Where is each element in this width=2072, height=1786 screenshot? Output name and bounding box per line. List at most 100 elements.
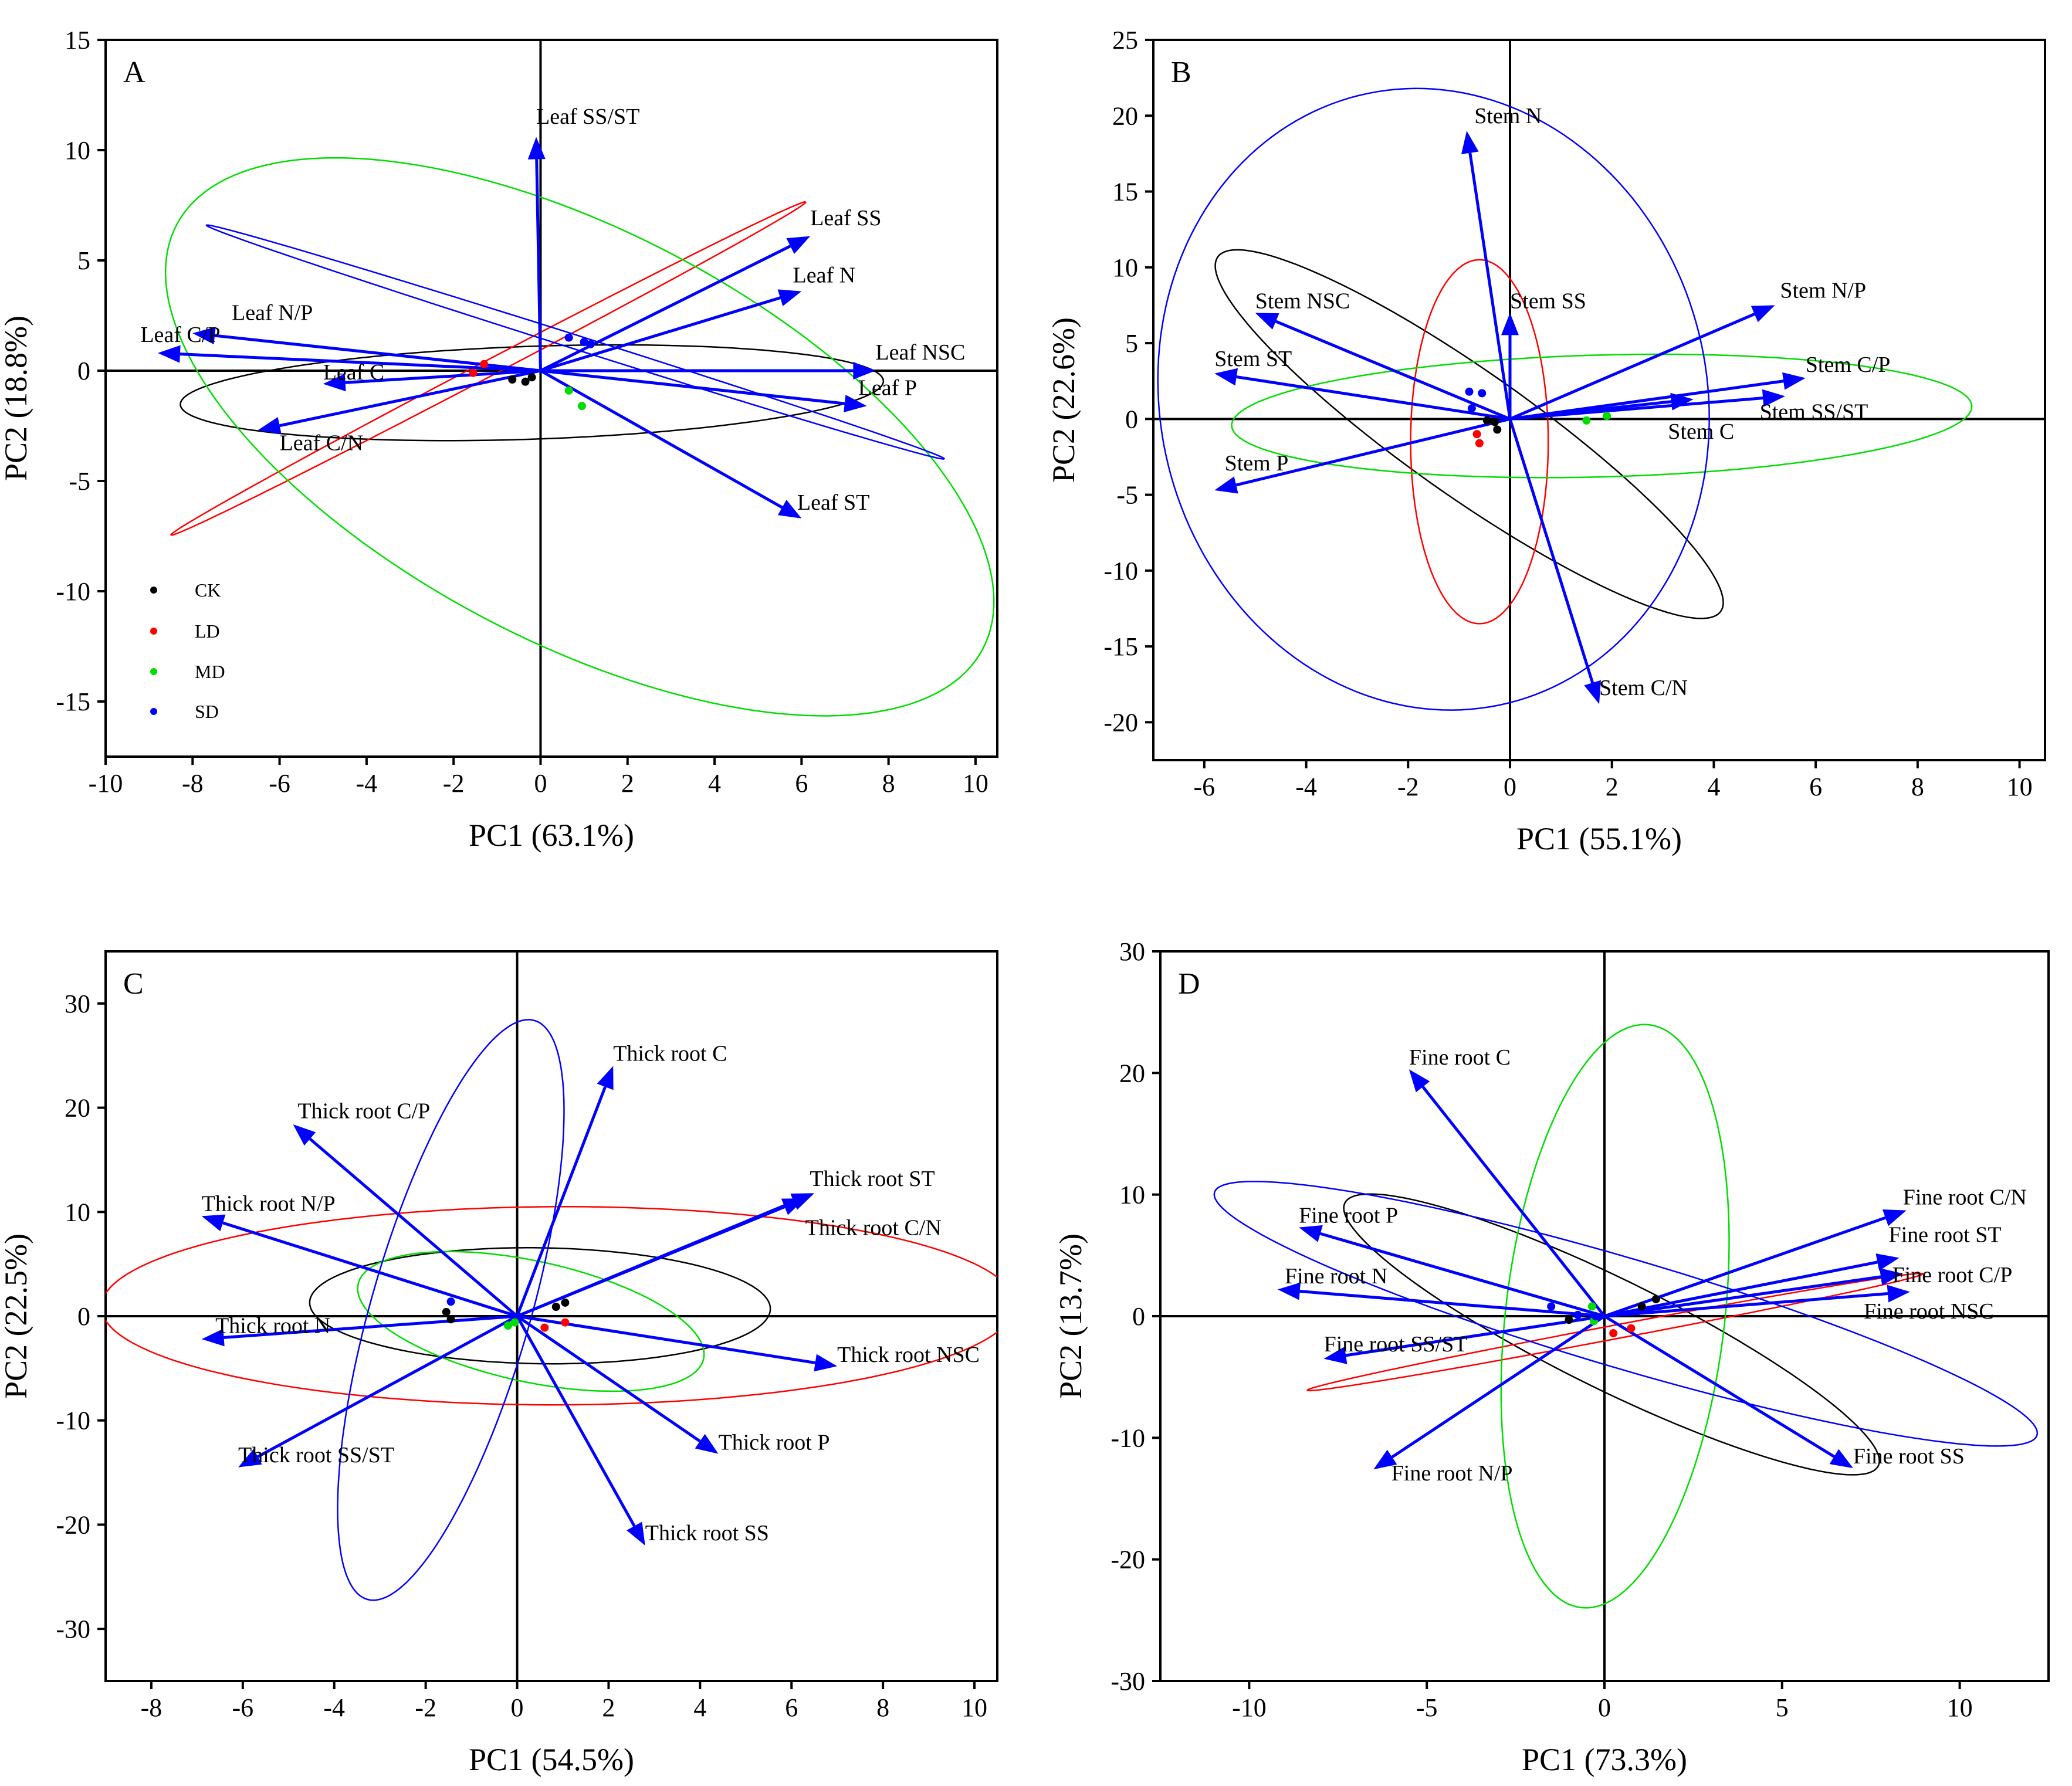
panel-b-plot-area: Stem N Stem SS Stem N/P Stem C/P Stem SS/ST S… bbox=[1153, 40, 2045, 760]
panel-b-arrow-stem-st-head bbox=[1214, 368, 1238, 386]
panel-a-y-tick-label: -5 bbox=[69, 467, 90, 496]
panel-c-y-tick-label: -10 bbox=[56, 1407, 90, 1435]
legend-marker-ld bbox=[150, 628, 157, 635]
panel-d-ellipse-sd bbox=[1213, 1181, 2039, 1447]
panel-c-point-md bbox=[510, 1318, 519, 1327]
panel-b-arrow-stem-st-shaft bbox=[1236, 375, 1511, 421]
panel-d-arrow-fine-root-ss-st-head bbox=[1323, 1347, 1348, 1364]
panel-a-x-tick-label: 10 bbox=[963, 769, 988, 798]
panel-d-arrow-fine-root-c-head bbox=[1409, 1069, 1430, 1093]
panel-a-frame bbox=[104, 39, 998, 758]
panel-c-point-sd bbox=[446, 1297, 455, 1306]
panel-b-x-tick-label: 2 bbox=[1606, 772, 1619, 801]
panel-c-arrow-thick-root-p-head bbox=[695, 1433, 719, 1454]
panel-b-arrow-stem-p-head bbox=[1214, 476, 1238, 494]
panel-c-arrow-thick-root-c-p-shaft bbox=[309, 1137, 519, 1317]
panel-a-point-ld bbox=[469, 368, 478, 377]
panel-c-ellipse-sd bbox=[337, 1019, 565, 1601]
panel-a-point-ck bbox=[508, 375, 517, 384]
panel-d-y-tick-label: 30 bbox=[1119, 937, 1145, 966]
panel-c-label-thick-root-p: Thick root P bbox=[719, 1430, 830, 1455]
panel-d-x-tick-label: 10 bbox=[1947, 1693, 1973, 1722]
panel-d-y-tick-label: -20 bbox=[1111, 1546, 1145, 1574]
panel-c-arrow-thick-root-n-p bbox=[201, 1214, 518, 1318]
panel-b-y-tick-label: 10 bbox=[1112, 253, 1138, 282]
panel-b-arrow-stem-c-n bbox=[1508, 418, 1601, 704]
panel-c-label-thick-root-c-n: Thick root C/N bbox=[805, 1215, 942, 1240]
panel-b-x-tick-label: 4 bbox=[1707, 772, 1720, 801]
panel-c-x-tick-label: 4 bbox=[693, 1693, 706, 1722]
panel-a-letter: A bbox=[123, 56, 145, 89]
panel-b-point-ld bbox=[1472, 430, 1481, 439]
panel-d-arrow-fine-root-ss-shaft bbox=[1603, 1314, 1835, 1458]
panel-d-label-fine-root-nsc: Fine root NSC bbox=[1864, 1299, 1994, 1324]
panel-b-arrow-stem-p bbox=[1214, 417, 1511, 494]
panel-d-arrow-fine-root-st-head bbox=[1875, 1253, 1900, 1271]
panel-a-arrow-leaf-ss bbox=[540, 236, 811, 372]
panel-a-arrow-leaf-n-shaft bbox=[540, 296, 781, 372]
panel-b-arrow-stem-n bbox=[1461, 131, 1512, 419]
panel-d-label-fine-root-n: Fine root N bbox=[1285, 1264, 1387, 1289]
panel-d-arrow-fine-root-st bbox=[1604, 1253, 1900, 1318]
panel-b-y-tick-label: 0 bbox=[1125, 405, 1138, 433]
panel-c-x-tick-label: 8 bbox=[876, 1693, 889, 1722]
legend-label-md: MD bbox=[195, 661, 225, 682]
panel-a-y-tick-label: 15 bbox=[65, 26, 90, 55]
panel-d-point-sd bbox=[1547, 1302, 1556, 1311]
panel-d-point-ld bbox=[1609, 1329, 1618, 1338]
panel-c-arrow-thick-root-n bbox=[201, 1314, 517, 1347]
panel-d-point-ck bbox=[1637, 1302, 1646, 1311]
panel-c-point-ck bbox=[442, 1307, 451, 1316]
panel-c-x-tick-label: 10 bbox=[961, 1693, 987, 1722]
panel-b-x-tick-label: -6 bbox=[1194, 772, 1216, 801]
panel-c-arrow-thick-root-ss-head bbox=[627, 1521, 645, 1546]
panel-d-x-tick-label: -10 bbox=[1232, 1693, 1267, 1722]
panel-b-label-stem-c: Stem C bbox=[1668, 419, 1734, 444]
panel-b-label-stem-st: Stem ST bbox=[1214, 347, 1292, 371]
panel-d-plot-area: Fine root C Fine root C/N Fine root ST Fine… bbox=[1160, 951, 2049, 1681]
panel-c-x-tick-label: 6 bbox=[785, 1693, 798, 1722]
panel-c-point-ck bbox=[551, 1303, 560, 1311]
panel-b-y-tick-label: -20 bbox=[1103, 708, 1138, 737]
panel-d-label-fine-root-st: Fine root ST bbox=[1888, 1223, 2001, 1248]
panel-b-x-tick-label: -4 bbox=[1295, 772, 1317, 801]
panel-d-point-ck bbox=[1565, 1316, 1573, 1324]
panel-d-x-tick-label: 0 bbox=[1598, 1693, 1611, 1722]
panel-a-arrow-leaf-c-n-shaft bbox=[279, 369, 541, 428]
panel-a-arrow-leaf-st-shaft bbox=[540, 369, 783, 509]
panel-c-arrow-thick-root-ss-shaft bbox=[516, 1315, 636, 1527]
panel-c-arrow-thick-root-c-n-head bbox=[781, 1198, 805, 1215]
panel-a-label-leaf-c-p: Leaf C/P bbox=[140, 323, 220, 347]
panel-a-y-tick-label: 0 bbox=[77, 357, 90, 385]
panel-d-y-tick-label: -30 bbox=[1111, 1667, 1145, 1696]
panel-d-ellipse-ld bbox=[1306, 1272, 1924, 1392]
panel-c-label-thick-root-c-p: Thick root C/P bbox=[297, 1099, 430, 1123]
panel-c-arrow-thick-root-p-shaft bbox=[516, 1314, 701, 1443]
panel-a-arrow-leaf-ss-shaft bbox=[540, 245, 791, 372]
legend: CK LD MD SD bbox=[150, 579, 225, 722]
panel-b-arrow-stem-nsc-shaft bbox=[1275, 320, 1511, 421]
panel-c-arrow-thick-root-c-p bbox=[293, 1124, 519, 1317]
panel-b-y-tick-label: 5 bbox=[1125, 329, 1138, 358]
panel-d-arrow-fine-root-nsc-head bbox=[1887, 1285, 1910, 1303]
panel-d-arrow-fine-root-c bbox=[1409, 1069, 1606, 1317]
panel-c-y-tick-label: 10 bbox=[65, 1198, 90, 1226]
panel-b-x-tick-label: 10 bbox=[2007, 772, 2033, 801]
panel-c-arrow-thick-root-ss-st-shaft bbox=[257, 1314, 518, 1458]
panel-c-ellipse-ld bbox=[106, 1206, 997, 1406]
legend-label-ld: LD bbox=[195, 621, 220, 642]
panel-a-y-tick-label: -10 bbox=[56, 577, 90, 606]
panel-a-point-ld bbox=[480, 360, 489, 368]
panel-c-arrow-thick-root-ss-st bbox=[238, 1314, 518, 1468]
panel-c-x-tick-label: -8 bbox=[141, 1693, 162, 1722]
panel-c-y-tick-label: -30 bbox=[56, 1615, 90, 1643]
panel-d-x-tick-label: 5 bbox=[1776, 1693, 1789, 1722]
panel-b-point-ck bbox=[1482, 416, 1491, 425]
panel-d-point-ck bbox=[1651, 1294, 1660, 1303]
panel-a-point-md bbox=[577, 402, 586, 411]
panel-b-frame bbox=[1152, 39, 2046, 761]
panel-b-point-md bbox=[1603, 412, 1611, 421]
panel-b-y-tick-label: -15 bbox=[1103, 632, 1138, 661]
